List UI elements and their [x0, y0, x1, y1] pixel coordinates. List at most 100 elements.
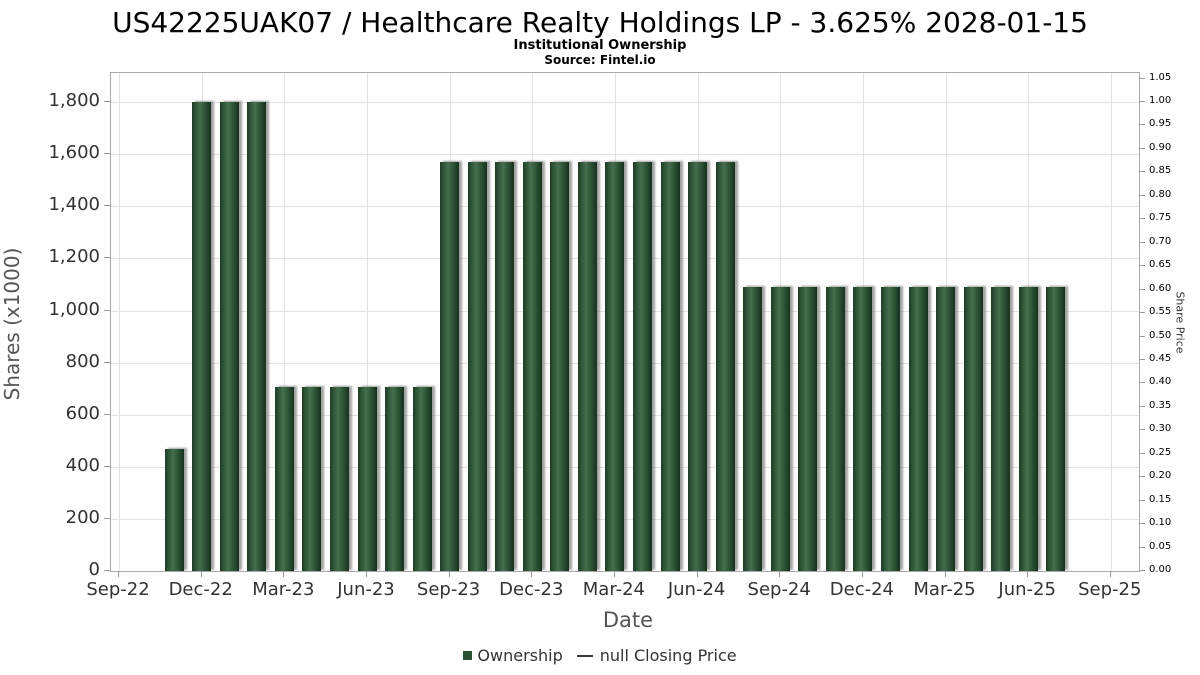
- y-right-tick-label: 0.75: [1149, 212, 1172, 224]
- y-right-tick-mark: [1139, 194, 1145, 196]
- v-gridline: [119, 73, 120, 571]
- y-right-tick-mark: [1139, 218, 1145, 220]
- y-left-tick-label: 1,600: [48, 142, 100, 164]
- y-right-tick-label: 1.00: [1149, 95, 1172, 106]
- y-right-tick-label: 0.45: [1149, 352, 1172, 364]
- x-axis-title: Date: [602, 608, 654, 632]
- y-right-tick-mark: [1139, 241, 1145, 243]
- ownership-bar[interactable]: [274, 387, 294, 571]
- y-left-tick-mark: [104, 465, 110, 467]
- y-right-tick-label: 0.65: [1149, 259, 1172, 271]
- h-gridline: [111, 414, 1139, 416]
- x-tick-mark: [118, 571, 119, 577]
- y-right-tick-label: 0.20: [1149, 470, 1172, 482]
- v-gridline: [284, 73, 286, 571]
- ownership-bar[interactable]: [357, 387, 377, 571]
- ownership-series-icon: [463, 651, 473, 660]
- ownership-bar[interactable]: [385, 387, 404, 571]
- ownership-bar[interactable]: [743, 287, 763, 571]
- y-right-tick-label: 0.30: [1149, 423, 1172, 435]
- x-tick-label: Dec-22: [168, 579, 233, 600]
- ownership-bar[interactable]: [880, 287, 900, 571]
- ownership-bar[interactable]: [798, 287, 818, 571]
- y-right-tick-mark: [1139, 405, 1145, 407]
- y-right-tick-label: 0.10: [1149, 517, 1172, 529]
- ownership-bar[interactable]: [688, 162, 708, 571]
- y-right-tick-mark: [1139, 382, 1145, 384]
- x-tick-mark: [613, 571, 615, 577]
- h-gridline: [111, 362, 1139, 364]
- y-right-tick-mark: [1139, 570, 1145, 571]
- ownership-bar[interactable]: [412, 387, 432, 571]
- y-left-tick-mark: [104, 257, 110, 259]
- x-tick-label: Jun-25: [998, 579, 1056, 600]
- v-gridline: [367, 73, 368, 571]
- y-right-tick-mark: [1139, 335, 1145, 337]
- y-right-tick-label: 0.25: [1149, 446, 1172, 458]
- x-tick-mark: [366, 571, 367, 577]
- ownership-bar[interactable]: [219, 102, 239, 571]
- ownership-bar[interactable]: [1018, 287, 1038, 571]
- y-right-tick-label: 0.00: [1149, 564, 1172, 575]
- ownership-bar[interactable]: [991, 287, 1011, 571]
- ownership-bar[interactable]: [522, 162, 542, 571]
- ownership-bar[interactable]: [633, 162, 652, 571]
- ownership-bar[interactable]: [495, 162, 515, 571]
- h-gridline: [111, 310, 1139, 312]
- y-right-tick-label: 0.80: [1149, 188, 1172, 200]
- x-tick-mark: [696, 571, 698, 577]
- x-tick-mark: [448, 571, 450, 577]
- ownership-bar[interactable]: [247, 102, 267, 571]
- chart-source: Source: Fintel.io: [544, 53, 656, 67]
- ownership-bar[interactable]: [715, 162, 735, 571]
- x-tick-label: Mar-25: [913, 579, 976, 600]
- y-axis-title-left: Shares (x1000): [0, 247, 24, 401]
- ownership-bar[interactable]: [1046, 287, 1066, 571]
- y-right-tick-mark: [1139, 452, 1145, 454]
- y-left-tick-label: 800: [65, 350, 100, 372]
- y-right-tick-mark: [1139, 101, 1145, 102]
- ownership-bar[interactable]: [605, 162, 625, 571]
- y-left-tick-mark: [104, 517, 110, 519]
- y-right-tick-mark: [1139, 546, 1145, 548]
- ownership-bar[interactable]: [908, 287, 928, 571]
- ownership-bar[interactable]: [577, 162, 597, 571]
- legend-item-ownership[interactable]: Ownership: [463, 646, 563, 665]
- ownership-bar[interactable]: [550, 162, 570, 571]
- closing-price-line-icon: [576, 654, 593, 657]
- x-tick-mark: [200, 571, 202, 577]
- x-tick-label: Mar-24: [582, 579, 645, 600]
- y-right-tick-label: 0.05: [1149, 540, 1172, 552]
- ownership-bar[interactable]: [853, 287, 873, 571]
- ownership-bar[interactable]: [467, 162, 487, 571]
- ownership-bar[interactable]: [192, 102, 212, 571]
- h-gridline: [111, 154, 1139, 156]
- ownership-bar[interactable]: [936, 287, 955, 571]
- ownership-bar[interactable]: [825, 287, 845, 571]
- plot-area: [110, 72, 1140, 572]
- chart-title: US42225UAK07 / Healthcare Realty Holding…: [112, 6, 1088, 39]
- y-right-tick-label: 0.60: [1149, 282, 1172, 294]
- ownership-bar[interactable]: [770, 287, 790, 571]
- h-gridline: [111, 258, 1139, 260]
- ownership-bar[interactable]: [963, 287, 983, 571]
- y-right-tick-label: 0.85: [1149, 165, 1172, 177]
- legend-label-ownership: Ownership: [477, 646, 563, 665]
- y-right-tick-mark: [1139, 147, 1145, 149]
- ownership-bar[interactable]: [164, 448, 184, 571]
- ownership-bar[interactable]: [440, 162, 460, 571]
- ownership-bar[interactable]: [302, 387, 322, 571]
- y-left-tick-label: 200: [65, 506, 100, 528]
- y-right-tick-mark: [1139, 476, 1145, 478]
- y-left-tick-label: 1,000: [48, 298, 100, 320]
- h-gridline: [111, 466, 1139, 468]
- y-right-tick-label: 1.05: [1149, 71, 1172, 83]
- y-left-tick-label: 0: [88, 559, 100, 580]
- legend-item-closing-price[interactable]: null Closing Price: [563, 646, 737, 665]
- y-right-tick-mark: [1139, 265, 1145, 267]
- x-tick-label: Mar-23: [252, 579, 315, 600]
- ownership-bar[interactable]: [660, 162, 680, 571]
- ownership-bar[interactable]: [329, 387, 349, 571]
- y-right-tick-mark: [1139, 358, 1145, 360]
